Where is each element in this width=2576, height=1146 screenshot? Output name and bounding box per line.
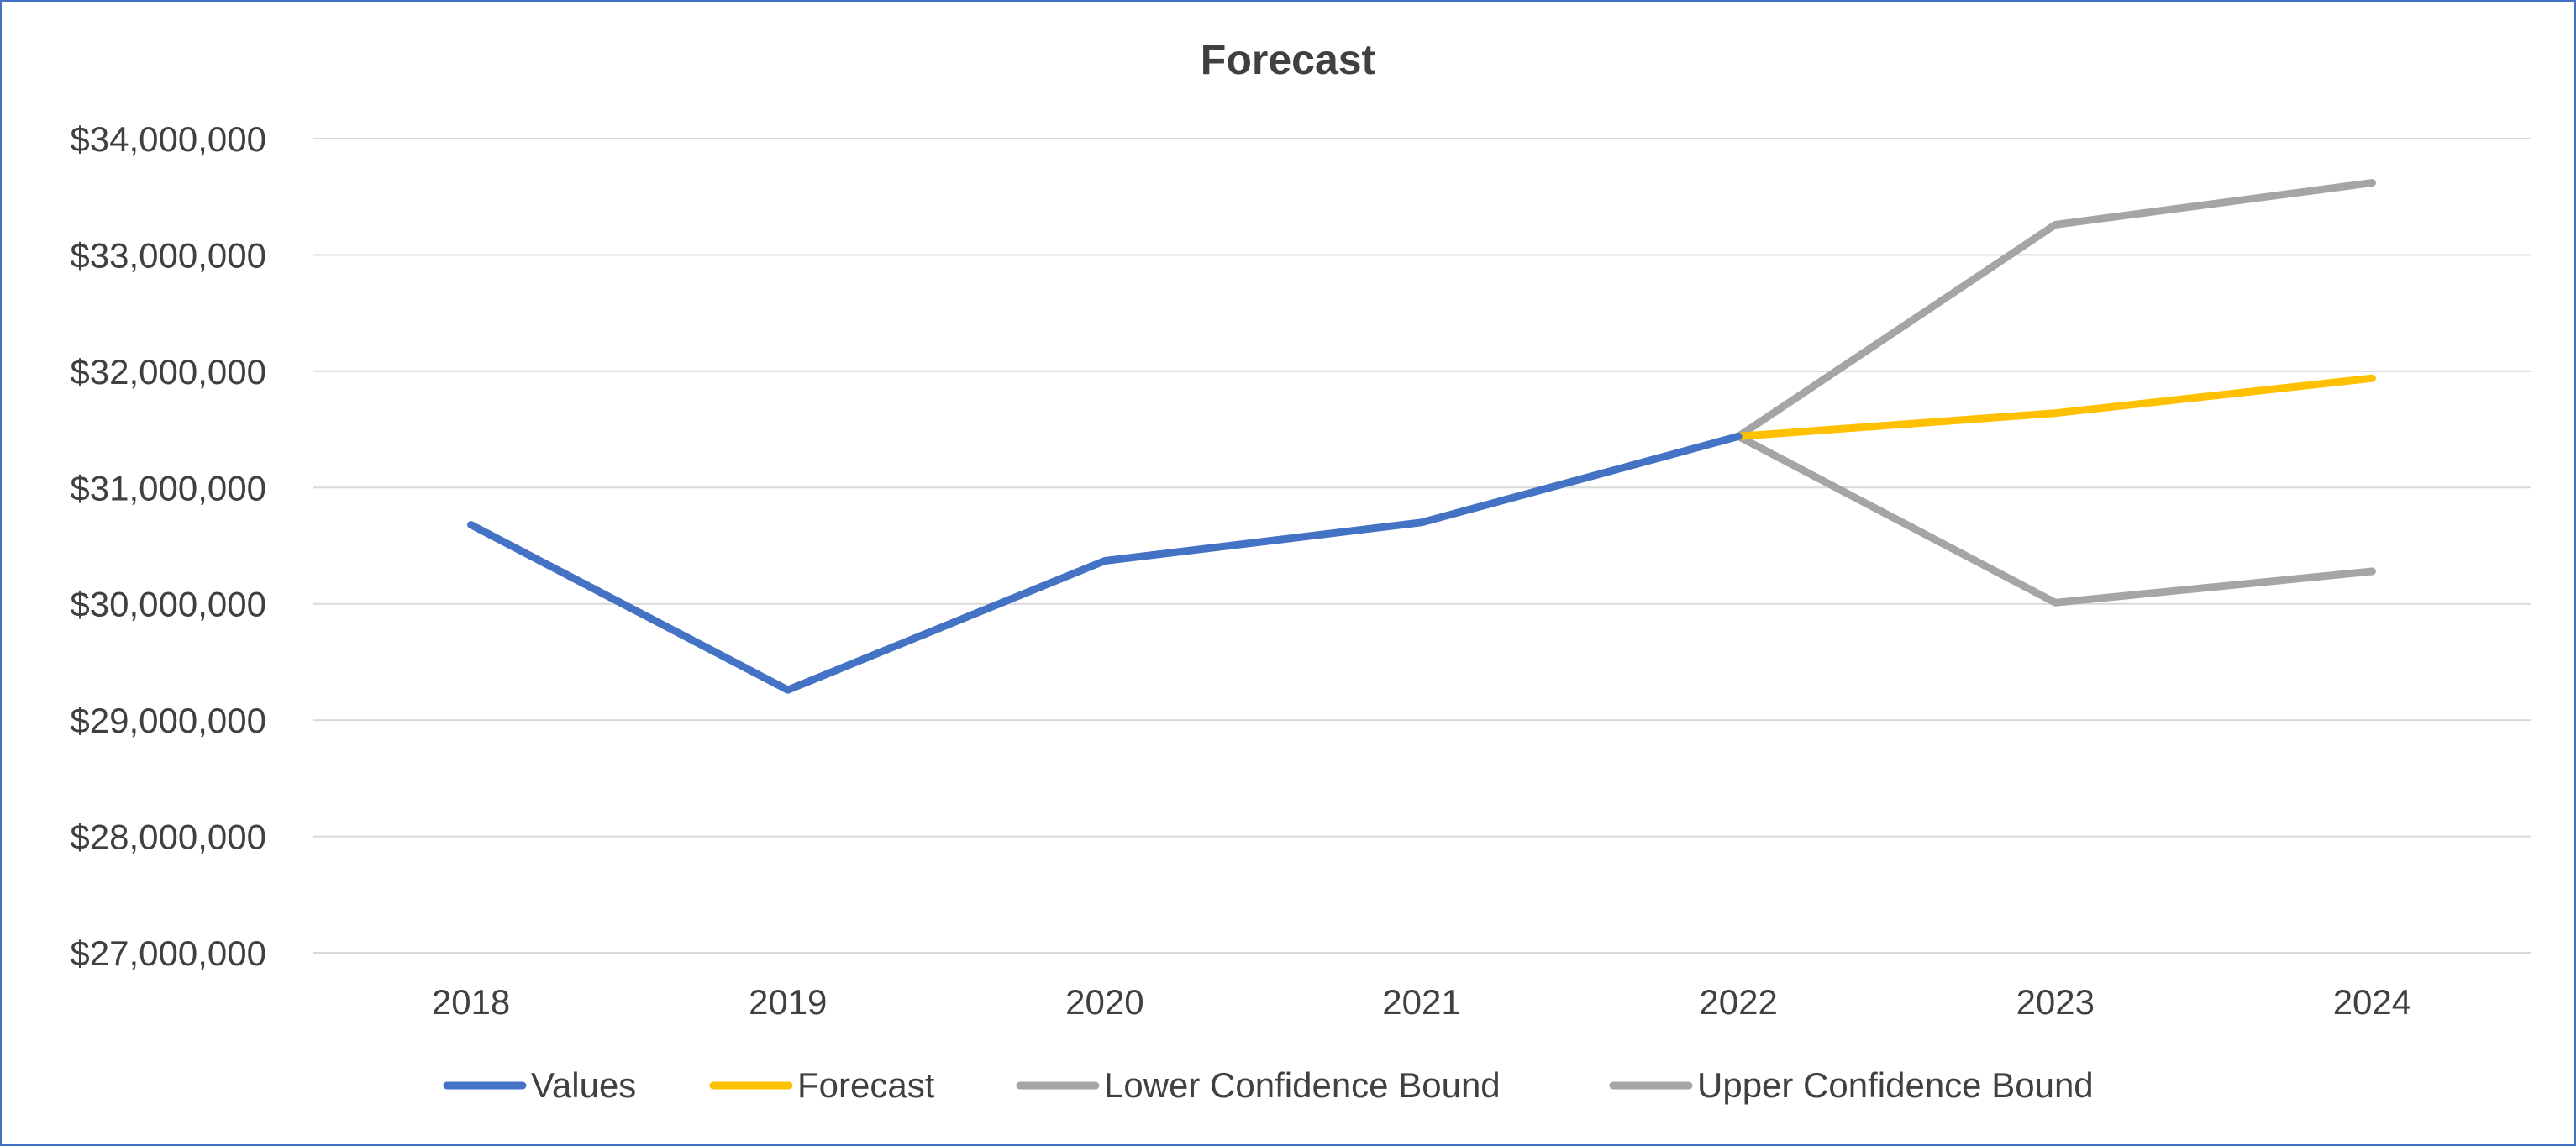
x-tick-label: 2023 (2016, 982, 2095, 1022)
y-tick-label: $31,000,000 (70, 468, 266, 507)
x-tick-label: 2020 (1065, 982, 1143, 1022)
y-tick-label: $29,000,000 (70, 701, 266, 740)
legend-item: Lower Confidence Bound (1016, 1065, 1501, 1105)
series-line-upper-confidence-bound (1734, 179, 2376, 440)
y-tick-label: $28,000,000 (70, 817, 266, 857)
x-axis-ticks: 2018 2019 2020 2021 2022 2023 2024 (432, 982, 2411, 1022)
legend: Values Forecast Lower Confidence Bound Uppe… (443, 1065, 2094, 1105)
x-tick-label: 2018 (432, 982, 510, 1022)
legend-item: Values (443, 1065, 636, 1105)
y-tick-label: $32,000,000 (70, 352, 266, 392)
series-line-lower-confidence-bound (1734, 432, 2376, 607)
y-tick-label: $30,000,000 (70, 585, 266, 624)
chart-title: Forecast (1201, 36, 1376, 83)
series-line-values (467, 432, 1743, 694)
series-lines (467, 179, 2376, 694)
legend-item: Upper Confidence Bound (1609, 1065, 2094, 1105)
legend-label: Upper Confidence Bound (1697, 1065, 2094, 1105)
x-tick-label: 2024 (2333, 982, 2411, 1022)
x-tick-label: 2021 (1382, 982, 1460, 1022)
legend-label: Lower Confidence Bound (1104, 1065, 1501, 1105)
gridlines (313, 138, 2531, 954)
y-tick-label: $33,000,000 (70, 235, 266, 275)
legend-label: Values (531, 1065, 636, 1105)
legend-label: Forecast (797, 1065, 935, 1105)
y-tick-label: $34,000,000 (70, 119, 266, 159)
x-tick-label: 2019 (749, 982, 827, 1022)
legend-item: Forecast (709, 1065, 935, 1105)
x-tick-label: 2022 (1699, 982, 1777, 1022)
y-axis-ticks: $27,000,000 $28,000,000 $29,000,000 $30,000… (70, 119, 266, 973)
series-line-forecast (1734, 374, 2376, 440)
y-tick-label: $27,000,000 (70, 933, 266, 973)
